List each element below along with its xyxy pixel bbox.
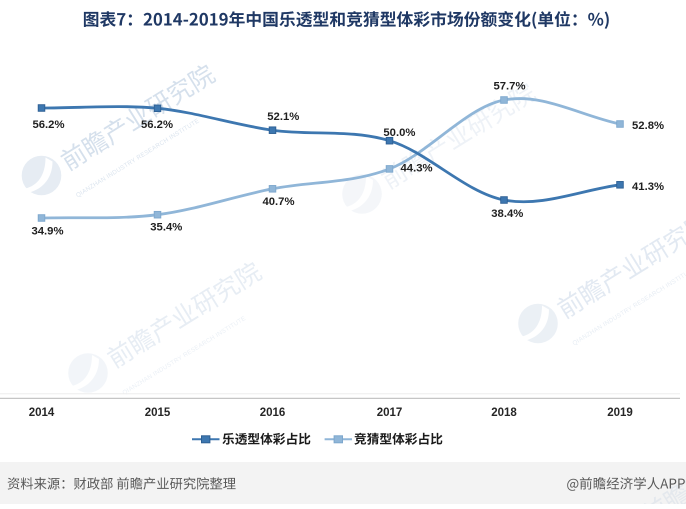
svg-text:50.0%: 50.0% (383, 127, 415, 139)
svg-text:38.4%: 38.4% (491, 208, 523, 220)
svg-text:2018: 2018 (491, 407, 517, 419)
svg-text:44.3%: 44.3% (401, 163, 433, 175)
svg-text:52.1%: 52.1% (267, 111, 299, 123)
svg-text:2016: 2016 (260, 407, 286, 419)
svg-text:34.9%: 34.9% (31, 226, 63, 238)
svg-text:2019: 2019 (607, 407, 633, 419)
svg-text:52.8%: 52.8% (632, 120, 664, 132)
svg-text:56.2%: 56.2% (32, 119, 64, 131)
svg-text:2017: 2017 (377, 407, 403, 419)
svg-text:56.2%: 56.2% (141, 119, 173, 131)
svg-text:40.7%: 40.7% (262, 196, 294, 208)
svg-text:2014: 2014 (29, 407, 55, 419)
svg-text:2015: 2015 (145, 407, 171, 419)
svg-text:57.7%: 57.7% (493, 80, 525, 92)
svg-text:35.4%: 35.4% (150, 222, 182, 234)
svg-text:41.3%: 41.3% (632, 181, 664, 193)
